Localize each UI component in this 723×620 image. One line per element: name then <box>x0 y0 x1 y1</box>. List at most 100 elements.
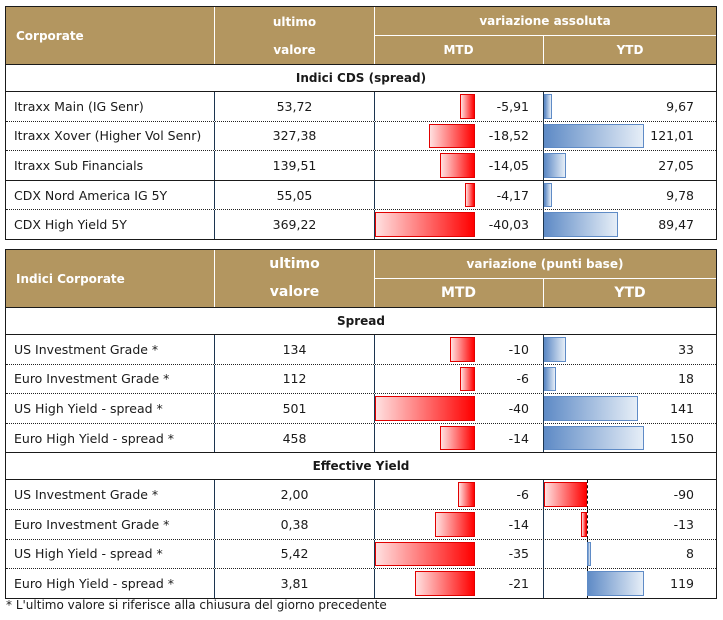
table-row: Itraxx Xover (Higher Vol Senr) 327,38 -18,… <box>6 121 716 152</box>
ytd-value: 141 <box>670 400 694 416</box>
header-last-value-line2: valore <box>273 43 316 57</box>
mtd-value: -4,17 <box>496 187 529 203</box>
ytd-bar <box>544 94 552 119</box>
table-row: Itraxx Sub Financials 139,51 -14,05 27,05 <box>6 151 716 181</box>
table-body: Itraxx Main (IG Senr) 53,72 -5,91 9,67 Itrax… <box>6 92 716 239</box>
row-last-value: 55,05 <box>214 180 375 210</box>
header-last-value-line2: valore <box>269 284 320 300</box>
ytd-value: 9,67 <box>666 98 694 114</box>
header-mtd: MTD <box>374 279 544 307</box>
row-name: Itraxx Sub Financials <box>14 157 144 173</box>
mtd-bar <box>450 337 475 362</box>
row-last-value: 134 <box>214 335 375 364</box>
mtd-value: -14 <box>508 516 529 532</box>
ytd-cell: -90 <box>544 480 716 509</box>
row-name: CDX High Yield 5Y <box>14 217 127 233</box>
mtd-cell: -6 <box>374 364 544 394</box>
mtd-bar <box>464 182 475 208</box>
ytd-cell: 18 <box>544 365 716 394</box>
row-name: US Investment Grade * <box>14 487 159 503</box>
header-variation: variazione assoluta <box>374 7 716 36</box>
ytd-value: 119 <box>670 575 694 591</box>
mtd-value: -14,05 <box>488 157 529 173</box>
ytd-bar <box>580 511 587 537</box>
mtd-cell: -40 <box>374 394 544 423</box>
mtd-cell: -40,03 <box>374 210 544 239</box>
mtd-cell: -4,17 <box>374 180 544 210</box>
mtd-bar <box>439 153 475 178</box>
table-row: Euro High Yield - spread * 3,81 -21 119 <box>6 569 716 598</box>
table-row: Euro High Yield - spread * 458 -14 150 <box>6 423 716 453</box>
ytd-cell: 8 <box>544 539 716 569</box>
row-name: Euro Investment Grade * <box>14 371 170 387</box>
mtd-value: -10 <box>508 341 529 357</box>
row-name: US Investment Grade * <box>14 341 159 357</box>
section-title-effective-yield: Effective Yield <box>6 452 716 481</box>
mtd-cell: -10 <box>374 335 544 364</box>
mtd-cell: -6 <box>374 480 544 509</box>
mtd-cell: -14 <box>374 509 544 539</box>
table-row: US Investment Grade * 2,00 -6 -90 <box>6 480 716 510</box>
mtd-bar <box>435 511 475 537</box>
table-body-spread: US Investment Grade * 134 -10 33 Euro Invest… <box>6 335 716 453</box>
footnote: * L'ultimo valore si riferisce alla chiu… <box>6 598 387 612</box>
row-name: Itraxx Main (IG Senr) <box>14 98 144 114</box>
header-last-value: ultimo valore <box>214 7 375 64</box>
ytd-zero-axis <box>587 509 588 539</box>
header-name: Indici Corporate <box>16 271 125 286</box>
mtd-cell: -14 <box>374 423 544 453</box>
ytd-value: 8 <box>686 546 694 562</box>
mtd-value: -35 <box>508 546 529 562</box>
mtd-value: -40,03 <box>488 217 529 233</box>
mtd-cell: -21 <box>374 569 544 598</box>
ytd-bar <box>544 425 644 451</box>
row-last-value: 53,72 <box>214 92 375 121</box>
row-last-value: 369,22 <box>214 210 375 239</box>
mtd-bar <box>440 425 475 451</box>
row-name: Euro High Yield - spread * <box>14 430 175 446</box>
table-row: CDX Nord America IG 5Y 55,05 -4,17 9,78 <box>6 180 716 211</box>
mtd-bar <box>375 396 475 421</box>
mtd-value: -6 <box>516 487 529 503</box>
table-row: US High Yield - spread * 5,42 -35 8 <box>6 539 716 570</box>
table-row: Euro Investment Grade * 0,38 -14 -13 <box>6 509 716 540</box>
ytd-bar <box>587 571 644 596</box>
row-name: US High Yield - spread * <box>14 400 163 416</box>
section-title: Indici CDS (spread) <box>6 64 716 92</box>
table-row: CDX High Yield 5Y 369,22 -40,03 89,47 <box>6 210 716 239</box>
ytd-bar <box>544 123 644 149</box>
row-last-value: 5,42 <box>214 539 375 569</box>
ytd-cell: 33 <box>544 335 716 364</box>
mtd-cell: -35 <box>374 539 544 569</box>
mtd-value: -6 <box>516 371 529 387</box>
row-name: US High Yield - spread * <box>14 546 163 562</box>
mtd-bar <box>457 482 475 507</box>
row-last-value: 112 <box>214 364 375 394</box>
header-last-value: ultimo valore <box>214 250 375 307</box>
ytd-cell: 119 <box>544 569 716 598</box>
ytd-cell: 9,67 <box>544 92 716 121</box>
ytd-value: 33 <box>678 341 694 357</box>
ytd-cell: 150 <box>544 424 716 453</box>
ytd-cell: 27,05 <box>544 151 716 180</box>
header-ytd: YTD <box>614 285 646 301</box>
row-name: Itraxx Xover (Higher Vol Senr) <box>14 128 202 144</box>
ytd-cell: -13 <box>544 509 716 539</box>
row-last-value: 458 <box>214 423 375 453</box>
header-mtd: MTD <box>374 36 544 64</box>
mtd-value: -40 <box>508 400 529 416</box>
mtd-value: -21 <box>508 575 529 591</box>
ytd-bar <box>587 541 591 567</box>
mtd-cell: -14,05 <box>374 151 544 180</box>
ytd-value: 27,05 <box>658 157 694 173</box>
mtd-value: -14 <box>508 430 529 446</box>
ytd-value: 18 <box>678 371 694 387</box>
table-body-effective-yield: US Investment Grade * 2,00 -6 -90 Euro Inves… <box>6 480 716 598</box>
mtd-bar <box>460 366 475 392</box>
table-header: Corporate ultimo valore variazione assol… <box>6 7 716 64</box>
ytd-cell: 89,47 <box>544 210 716 239</box>
ytd-zero-axis <box>587 480 588 509</box>
ytd-value: -90 <box>673 487 694 503</box>
ytd-cell: 141 <box>544 394 716 423</box>
mtd-value: -18,52 <box>488 128 529 144</box>
